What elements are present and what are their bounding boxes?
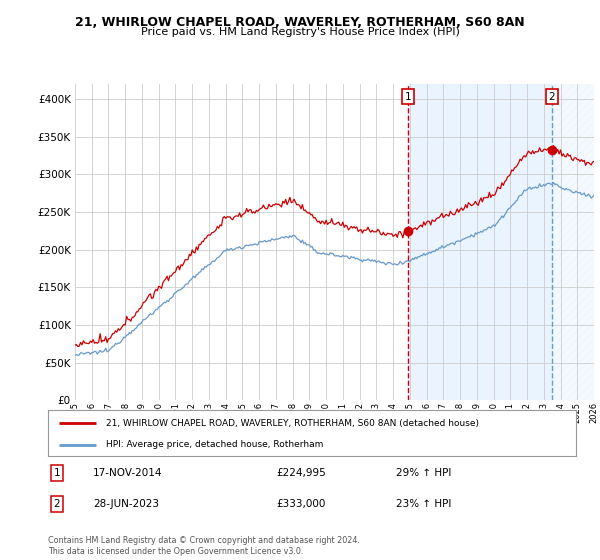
Text: 1: 1: [53, 468, 61, 478]
Text: 2: 2: [53, 499, 61, 509]
Text: 2: 2: [548, 92, 555, 102]
Text: Price paid vs. HM Land Registry's House Price Index (HPI): Price paid vs. HM Land Registry's House …: [140, 27, 460, 37]
Text: HPI: Average price, detached house, Rotherham: HPI: Average price, detached house, Roth…: [106, 440, 323, 450]
Text: £224,995: £224,995: [276, 468, 326, 478]
Text: 28-JUN-2023: 28-JUN-2023: [93, 499, 159, 509]
Text: 23% ↑ HPI: 23% ↑ HPI: [396, 499, 451, 509]
Bar: [552, 84, 594, 400]
Text: 29% ↑ HPI: 29% ↑ HPI: [396, 468, 451, 478]
Bar: [408, 84, 552, 400]
Text: 21, WHIRLOW CHAPEL ROAD, WAVERLEY, ROTHERHAM, S60 8AN (detached house): 21, WHIRLOW CHAPEL ROAD, WAVERLEY, ROTHE…: [106, 419, 479, 428]
Text: Contains HM Land Registry data © Crown copyright and database right 2024.
This d: Contains HM Land Registry data © Crown c…: [48, 536, 360, 556]
Text: 17-NOV-2014: 17-NOV-2014: [93, 468, 163, 478]
Text: £333,000: £333,000: [276, 499, 325, 509]
Text: 1: 1: [404, 92, 411, 102]
Text: 21, WHIRLOW CHAPEL ROAD, WAVERLEY, ROTHERHAM, S60 8AN: 21, WHIRLOW CHAPEL ROAD, WAVERLEY, ROTHE…: [75, 16, 525, 29]
